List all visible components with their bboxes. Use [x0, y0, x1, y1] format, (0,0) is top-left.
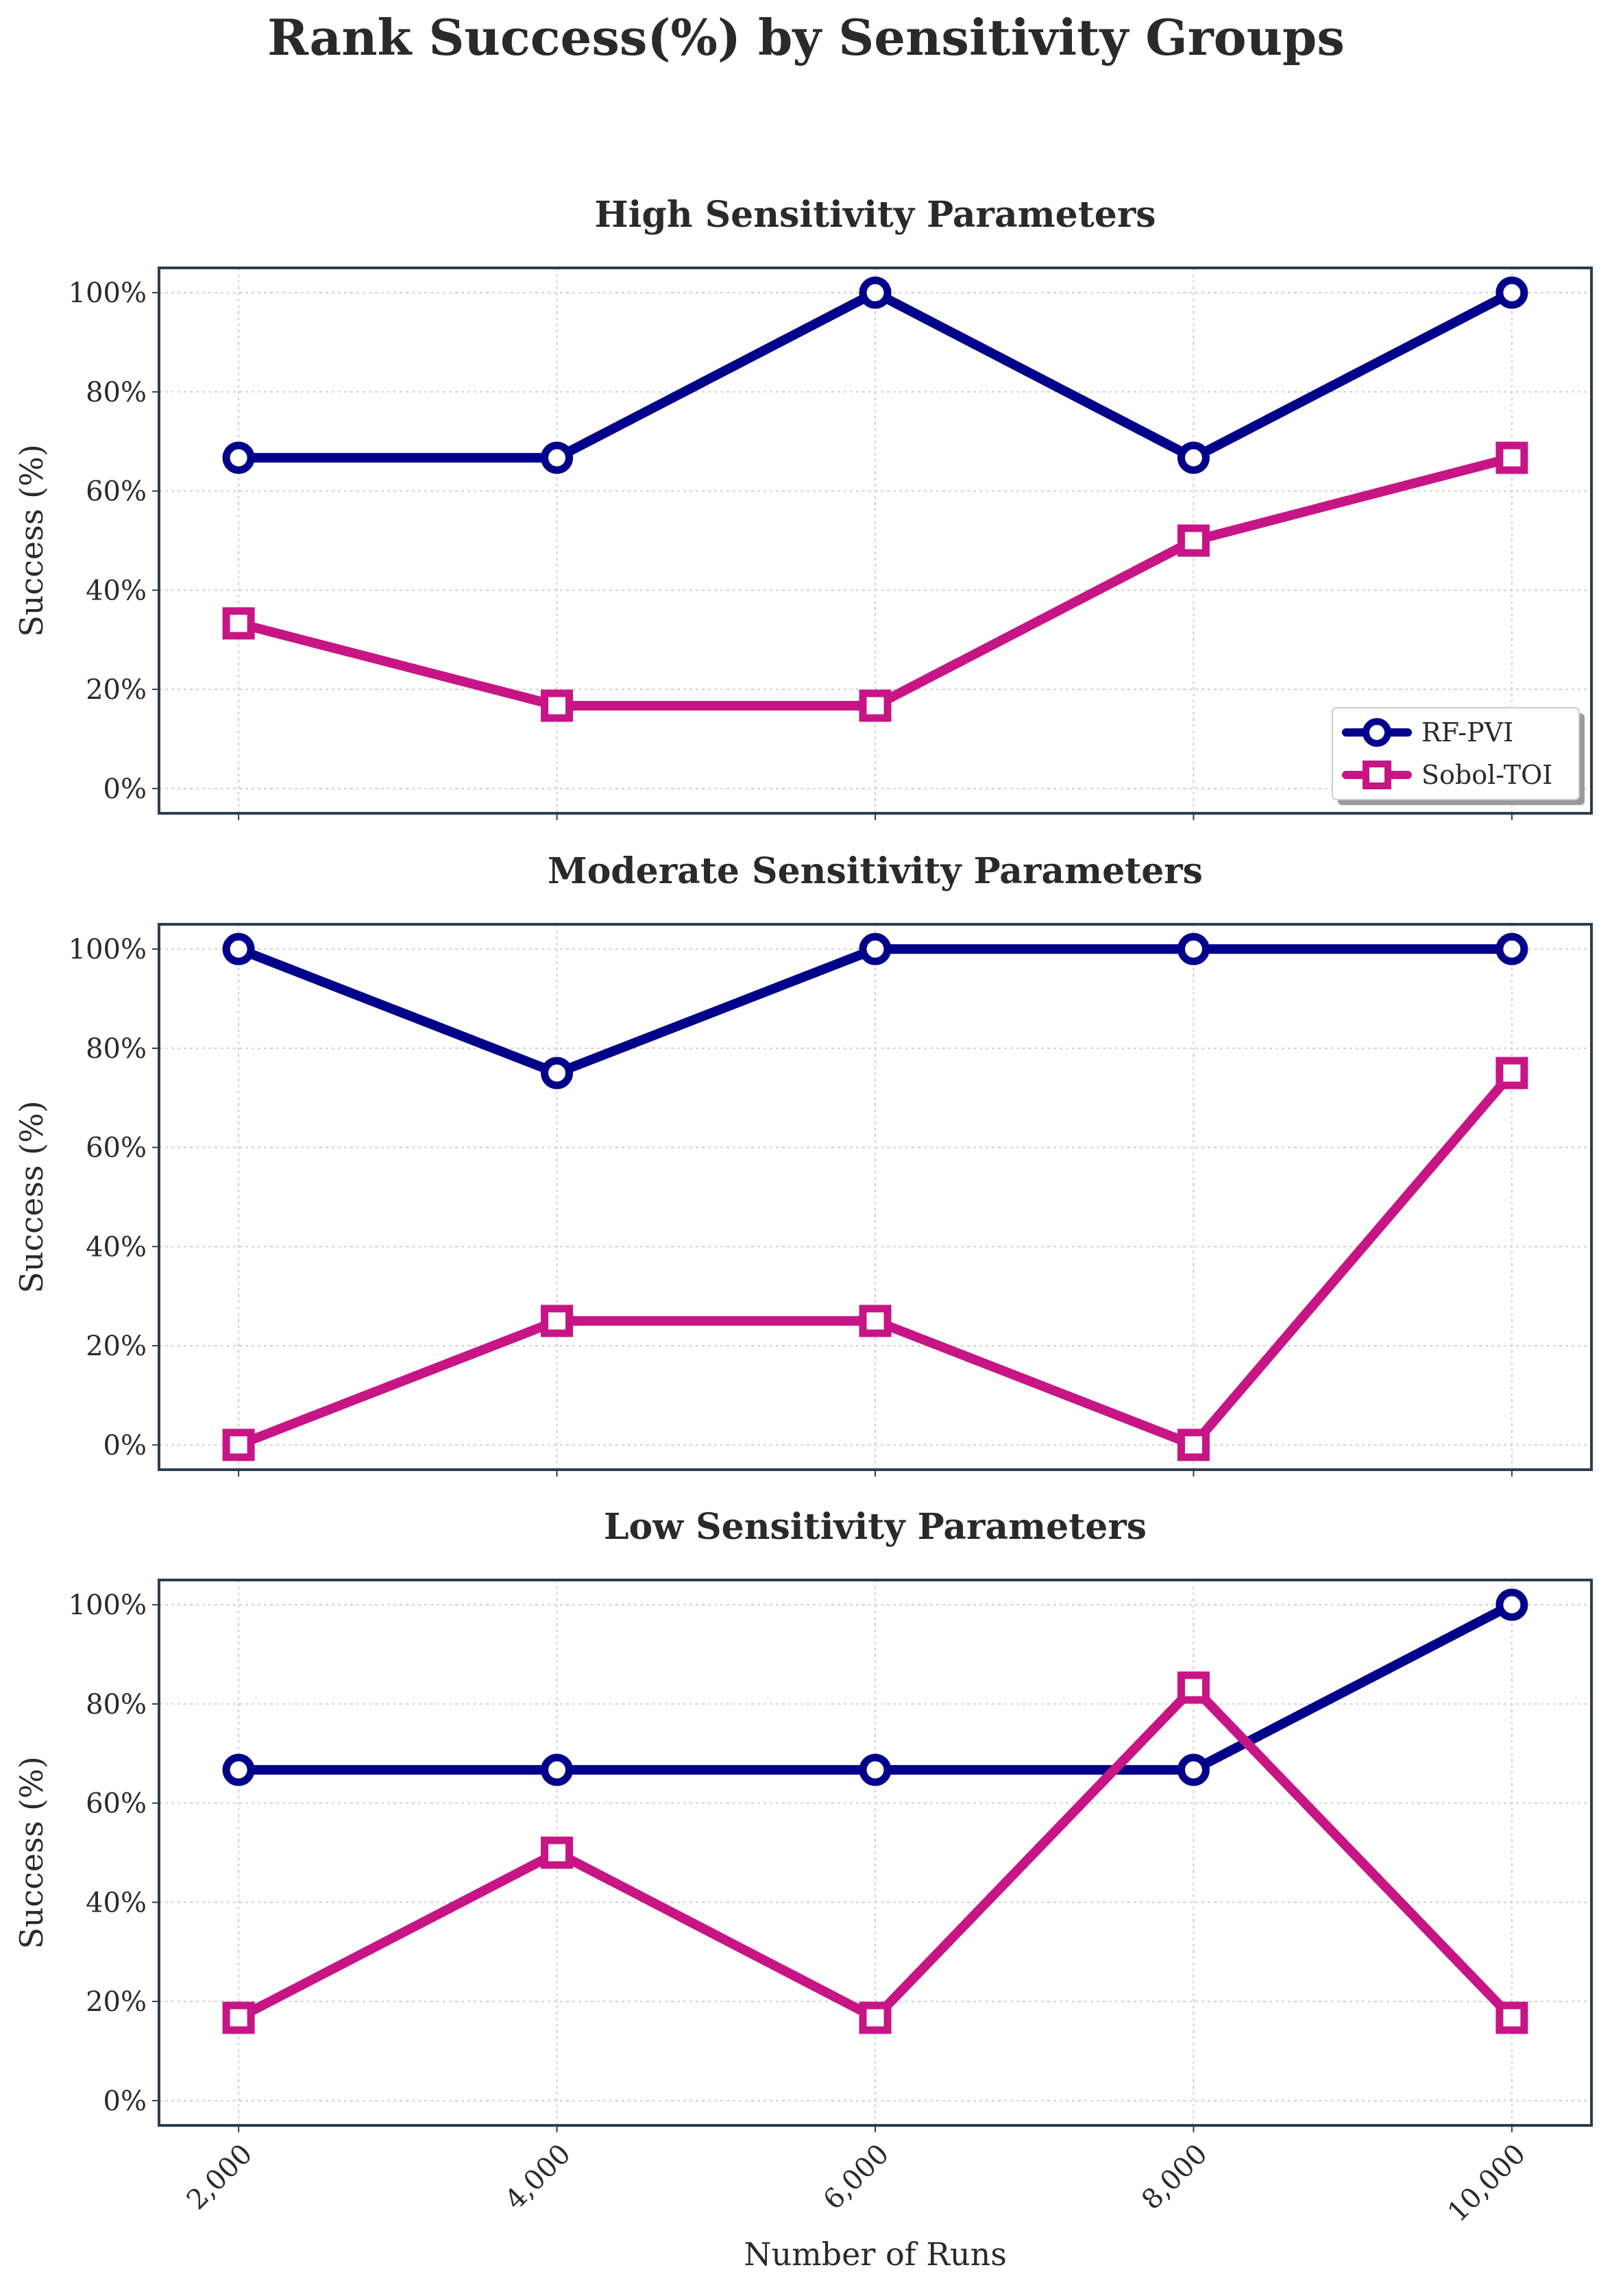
y-axis-label: Success (%) [13, 1756, 50, 1949]
data-point-rf-pvi [859, 1753, 892, 1786]
data-point-sobol-toi [1495, 2001, 1528, 2034]
data-point-sobol-toi [222, 2001, 255, 2034]
y-tick-label: 100% [69, 934, 147, 965]
y-tick-label: 20% [86, 674, 147, 706]
data-point-rf-pvi [222, 1753, 255, 1786]
chart-panel-2: Moderate Sensitivity Parameters 0% 20% 40% 6… [13, 850, 1593, 1477]
y-tick-label: 40% [86, 1887, 147, 1918]
data-point-rf-pvi [541, 441, 574, 474]
chart-panel-3: Low Sensitivity Parameters 0% 20% 40% 60% 80%… [13, 1506, 1593, 2273]
data-point-rf-pvi [1177, 441, 1210, 474]
y-tick-label: 20% [86, 1331, 147, 1362]
y-tick-label: 80% [86, 377, 147, 408]
y-tick-label: 0% [103, 1430, 147, 1461]
data-point-sobol-toi [1177, 524, 1210, 557]
data-point-rf-pvi [1495, 933, 1528, 965]
data-point-rf-pvi [859, 276, 892, 309]
data-point-sobol-toi [1495, 1057, 1528, 1089]
data-point-sobol-toi [859, 1305, 892, 1337]
data-point-rf-pvi [541, 1057, 574, 1089]
data-point-rf-pvi [1177, 933, 1210, 965]
y-tick-label: 0% [103, 774, 147, 805]
data-point-sobol-toi [541, 689, 574, 722]
y-tick-label: 40% [86, 575, 147, 606]
data-point-rf-pvi [541, 1753, 574, 1786]
y-axis-label: Success (%) [13, 1100, 50, 1293]
plot-frame [158, 1579, 1593, 2127]
y-tick-label: 100% [69, 1590, 147, 1621]
data-point-sobol-toi [859, 2001, 892, 2034]
data-point-rf-pvi [222, 933, 255, 965]
x-tick-label: 4,000 [499, 2138, 577, 2217]
x-tick-label: 8,000 [1136, 2138, 1214, 2217]
data-point-rf-pvi [859, 933, 892, 965]
y-tick-label: 60% [86, 1788, 147, 1820]
data-point-sobol-toi [1177, 1671, 1210, 1704]
panel-title: High Sensitivity Parameters [594, 194, 1156, 236]
data-point-rf-pvi [1177, 1753, 1210, 1786]
y-tick-label: 80% [86, 1033, 147, 1065]
y-tick-label: 60% [86, 1133, 147, 1164]
y-tick-label: 60% [86, 476, 147, 508]
data-point-sobol-toi [222, 607, 255, 640]
data-point-rf-pvi [1495, 276, 1528, 309]
y-tick-label: 20% [86, 1986, 147, 2018]
plot-frame [158, 267, 1593, 815]
y-axis-label: Success (%) [13, 444, 50, 637]
data-point-sobol-toi [222, 1429, 255, 1461]
x-tick-label: 2,000 [181, 2138, 259, 2217]
y-tick-label: 100% [69, 277, 147, 309]
data-point-sobol-toi [541, 1305, 574, 1337]
data-point-sobol-toi [541, 1836, 574, 1869]
legend-label-rf-pvi: RF-PVI [1421, 717, 1513, 748]
data-point-sobol-toi [859, 689, 892, 722]
legend-marker-sobol-toi [1363, 761, 1391, 789]
legend-marker-rf-pvi [1363, 718, 1391, 747]
data-point-rf-pvi [1495, 1588, 1528, 1621]
legend-label-sobol-toi: Sobol-TOI [1421, 760, 1552, 790]
x-tick-label: 6,000 [818, 2138, 896, 2217]
data-point-sobol-toi [1495, 441, 1528, 474]
y-tick-label: 40% [86, 1231, 147, 1263]
panel-title: Moderate Sensitivity Parameters [548, 850, 1203, 892]
panels: High Sensitivity Parameters 0% 20% 40% 60% 80… [13, 194, 1593, 2273]
legend: RF-PVI Sobol-TOI [1332, 707, 1585, 805]
figure-title: Rank Success(%) by Sensitivity Groups [267, 8, 1345, 66]
plot-frame [158, 923, 1593, 1471]
data-point-sobol-toi [1177, 1429, 1210, 1461]
panel-title: Low Sensitivity Parameters [604, 1506, 1147, 1548]
chart-panel-1: High Sensitivity Parameters 0% 20% 40% 60% 80… [13, 194, 1593, 820]
x-axis-label: Number of Runs [744, 2236, 1007, 2273]
y-tick-label: 0% [103, 2086, 147, 2117]
y-tick-label: 80% [86, 1689, 147, 1720]
x-tick-label: 10,000 [1442, 2138, 1532, 2228]
data-point-rf-pvi [222, 441, 255, 474]
